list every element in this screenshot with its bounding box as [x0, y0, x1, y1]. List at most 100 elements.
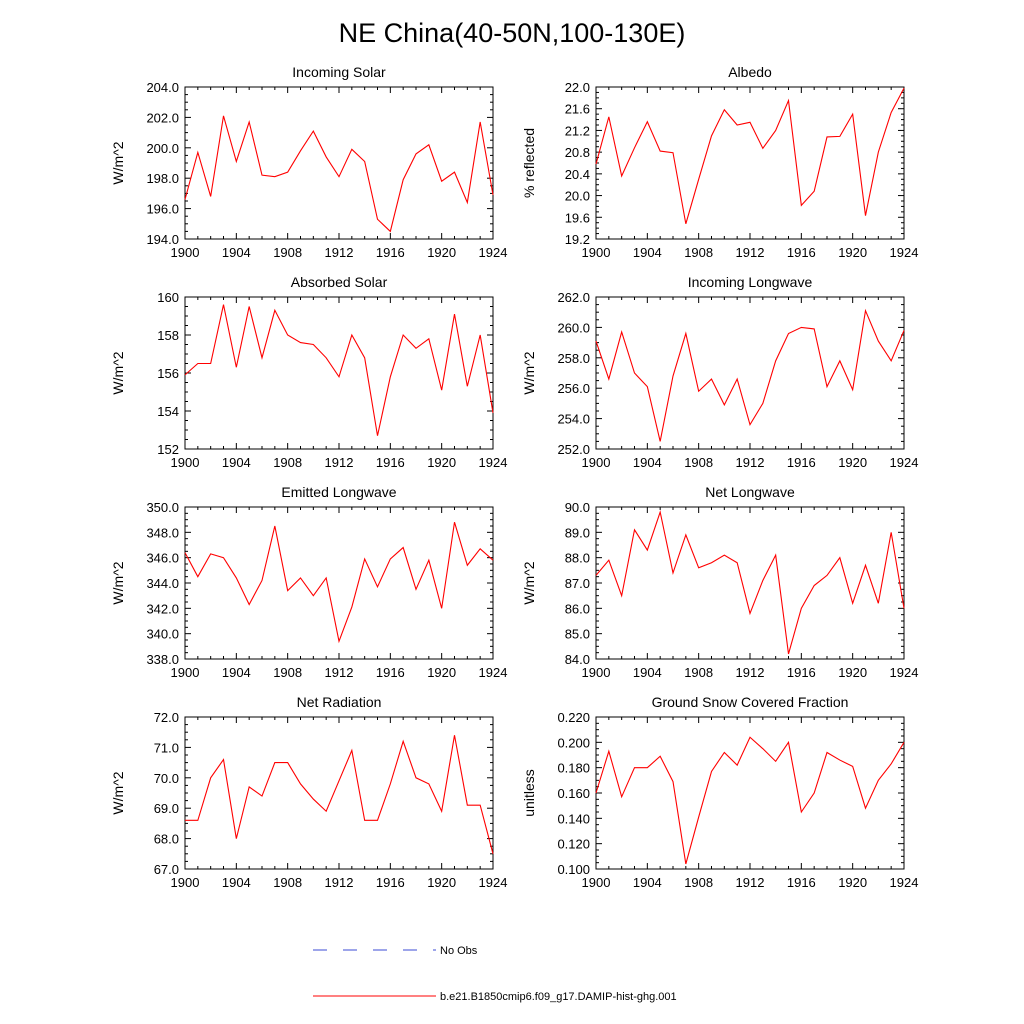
y-tick-label: 198.0 — [146, 171, 179, 186]
y-tick-label: 0.100 — [557, 862, 590, 877]
y-tick-label: 344.0 — [146, 576, 179, 591]
x-tick-label: 1924 — [890, 665, 919, 680]
y-tick-label: 0.120 — [557, 837, 590, 852]
panel-incoming-solar: Incoming Solar W/m^2 1900 1904 1908 1912 1916 1… — [110, 64, 507, 260]
x-tick-label: 1920 — [838, 245, 867, 260]
y-tick-label: 350.0 — [146, 500, 179, 515]
x-tick-label: 1912 — [325, 665, 354, 680]
x-tick-label: 1904 — [222, 665, 251, 680]
x-tick-label: 1920 — [838, 875, 867, 890]
y-tick-label: 90.0 — [565, 500, 590, 515]
legend-label-model: b.e21.B1850cmip6.f09_g17.DAMIP-hist-ghg.… — [440, 991, 677, 1003]
x-tick-label: 1924 — [479, 875, 508, 890]
y-tick-label: 0.220 — [557, 710, 590, 725]
y-tick-label: 0.140 — [557, 811, 590, 826]
x-tick-label: 1924 — [479, 665, 508, 680]
y-tick-label: 0.160 — [557, 786, 590, 801]
x-tick-label: 1900 — [582, 665, 611, 680]
x-tick-label: 1920 — [427, 665, 456, 680]
y-tick-label: 20.0 — [565, 189, 590, 204]
y-tick-label: 21.6 — [565, 102, 590, 117]
y-tick-label: 71.0 — [154, 740, 179, 755]
legend-label-no-obs: No Obs — [440, 945, 478, 957]
x-tick-label: 1908 — [684, 875, 713, 890]
x-tick-label: 1916 — [376, 455, 405, 470]
y-tick-label: 196.0 — [146, 202, 179, 217]
plot-frame — [184, 86, 494, 240]
x-tick-label: 1904 — [222, 455, 251, 470]
panel-title-absorbed-solar: Absorbed Solar — [291, 274, 388, 290]
y-tick-label: 86.0 — [565, 601, 590, 616]
x-tick-label: 1924 — [890, 455, 919, 470]
panel-title-ground-snow-covered-fraction: Ground Snow Covered Fraction — [652, 694, 849, 710]
y-tick-label: 72.0 — [154, 710, 179, 725]
panel-title-net-radiation: Net Radiation — [297, 694, 382, 710]
x-tick-label: 1924 — [890, 245, 919, 260]
y-axis-label: W/m^2 — [110, 351, 126, 394]
y-tick-label: 20.4 — [565, 167, 590, 182]
y-tick-label: 204.0 — [146, 80, 179, 95]
x-tick-label: 1912 — [736, 245, 765, 260]
plot-frame — [595, 716, 905, 870]
y-tick-label: 346.0 — [146, 551, 179, 566]
series-line-albedo — [595, 87, 905, 224]
x-tick-label: 1924 — [890, 875, 919, 890]
y-axis-label: W/m^2 — [110, 141, 126, 184]
x-tick-label: 1908 — [273, 875, 302, 890]
x-tick-label: 1900 — [582, 245, 611, 260]
y-tick-label: 152 — [157, 442, 179, 457]
y-tick-label: 156 — [157, 366, 179, 381]
panel-albedo: Albedo % reflected 1900 1904 1908 1912 1916 192… — [521, 64, 918, 260]
y-axis-label: W/m^2 — [521, 561, 537, 604]
x-tick-label: 1920 — [838, 665, 867, 680]
x-tick-label: 1904 — [633, 665, 662, 680]
panel-net-radiation: Net Radiation W/m^2 1900 1904 1908 1912 1916 19… — [110, 694, 507, 890]
y-tick-label: 258.0 — [557, 351, 590, 366]
plot-frame — [184, 716, 494, 870]
panels: Incoming Solar W/m^2 1900 1904 1908 1912 1916 1… — [110, 64, 918, 890]
x-tick-label: 1912 — [325, 455, 354, 470]
panel-ground-snow-covered-fraction: Ground Snow Covered Fraction unitless 1900… — [521, 694, 918, 890]
y-tick-label: 19.2 — [565, 232, 590, 247]
y-tick-label: 340.0 — [146, 627, 179, 642]
figure-title: NE China(40-50N,100-130E) — [339, 18, 686, 48]
x-tick-label: 1916 — [787, 875, 816, 890]
y-tick-label: 260.0 — [557, 320, 590, 335]
y-tick-label: 194.0 — [146, 232, 179, 247]
y-tick-label: 0.200 — [557, 735, 590, 750]
y-axis-label: W/m^2 — [110, 771, 126, 814]
plot-frame — [184, 506, 494, 660]
x-tick-label: 1904 — [222, 245, 251, 260]
y-tick-label: 89.0 — [565, 525, 590, 540]
y-tick-label: 256.0 — [557, 381, 590, 396]
y-tick-label: 69.0 — [154, 801, 179, 816]
y-tick-label: 200.0 — [146, 141, 179, 156]
x-tick-label: 1904 — [222, 875, 251, 890]
x-tick-label: 1908 — [684, 245, 713, 260]
y-axis-label: unitless — [521, 769, 537, 816]
legend: No Obs b.e21.B1850cmip6.f09_g17.DAMIP-hi… — [313, 945, 677, 1003]
x-tick-label: 1912 — [736, 455, 765, 470]
panel-title-albedo: Albedo — [728, 64, 772, 80]
y-tick-label: 19.6 — [565, 210, 590, 225]
y-tick-label: 254.0 — [557, 412, 590, 427]
x-tick-label: 1916 — [787, 245, 816, 260]
x-tick-label: 1908 — [273, 665, 302, 680]
x-tick-label: 1912 — [736, 665, 765, 680]
panel-title-incoming-longwave: Incoming Longwave — [688, 274, 813, 290]
y-tick-label: 67.0 — [154, 862, 179, 877]
x-tick-label: 1900 — [582, 875, 611, 890]
y-axis-label: % reflected — [521, 128, 537, 198]
y-tick-label: 88.0 — [565, 551, 590, 566]
series-line-incoming-longwave — [595, 308, 905, 442]
y-tick-label: 338.0 — [146, 652, 179, 667]
y-tick-label: 0.180 — [557, 761, 590, 776]
series-line-ground-snow-covered-fraction — [595, 736, 905, 865]
x-tick-label: 1920 — [427, 245, 456, 260]
x-tick-label: 1916 — [787, 665, 816, 680]
plot-frame — [595, 506, 905, 660]
y-tick-label: 342.0 — [146, 601, 179, 616]
x-tick-label: 1924 — [479, 455, 508, 470]
series-line-net-radiation — [185, 735, 494, 854]
